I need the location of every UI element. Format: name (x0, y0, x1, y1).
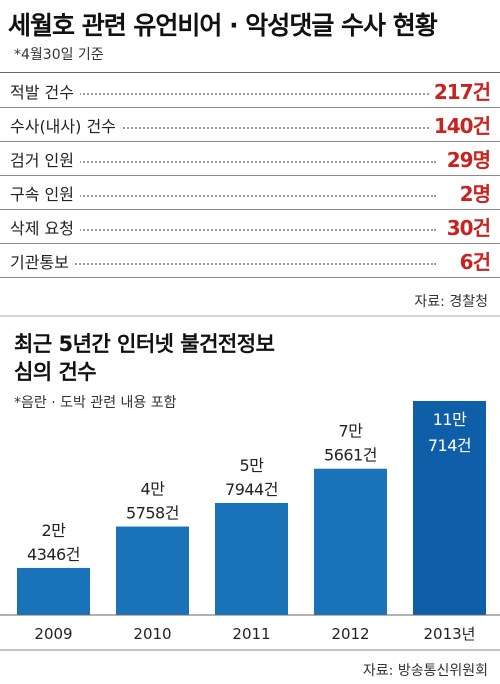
data-label: 7만 (339, 422, 364, 441)
stat-row: 기관통보 6건 (0, 243, 500, 278)
stat-value: 6건 (455, 246, 491, 275)
bar (116, 526, 189, 615)
data-label: 7944건 (225, 480, 278, 499)
chart-source: 자료: 방송통신위원회 (362, 663, 488, 679)
stats-note: *4월30일 기준 (14, 47, 104, 63)
stats-top-divider (0, 72, 500, 73)
stats-source: 자료: 경찰청 (414, 294, 488, 310)
stat-label: 수사(내사) 건수 (10, 113, 122, 137)
stat-value: 140건 (429, 110, 491, 139)
stat-label: 적발 건수 (10, 79, 80, 103)
stat-value: 29명 (442, 144, 491, 173)
stat-row: 적발 건수 217건 (0, 73, 500, 108)
bar (215, 502, 288, 615)
chart-title-line: 심의 건수 (14, 360, 97, 384)
stat-value: 30건 (442, 212, 491, 241)
stat-row: 검거 인원 29명 (0, 141, 500, 176)
bar (314, 468, 387, 615)
stat-label: 검거 인원 (10, 147, 80, 171)
x-tick-label: 2010 (133, 625, 171, 643)
data-label: 714건 (428, 436, 471, 455)
dotted-leader (12, 229, 436, 231)
stat-row: 삭제 요청 30건 (0, 209, 500, 244)
chart-title: 최근 5년간 인터넷 불건전정보 심의 건수 (14, 330, 275, 386)
chart-note: *음란 · 도박 관련 내용 포함 (14, 395, 177, 411)
bar (17, 567, 90, 615)
stat-value: 2명 (455, 178, 491, 207)
dotted-leader (12, 93, 436, 95)
dotted-leader (12, 263, 436, 265)
data-label: 11만 (433, 410, 467, 429)
dotted-leader (12, 161, 436, 163)
page-title: 세월호 관련 유언비어 · 악성댓글 수사 현황 (8, 11, 438, 40)
stat-label: 구속 인원 (10, 181, 80, 205)
data-label: 4346건 (27, 545, 80, 564)
chart-title-line: 최근 5년간 인터넷 불건전정보 (14, 332, 275, 356)
x-tick-label: 2013년 (424, 625, 476, 643)
stat-row: 수사(내사) 건수 140건 (0, 107, 500, 142)
stat-row: 구속 인원 2명 (0, 175, 500, 210)
x-tick-label: 2009 (34, 625, 72, 643)
data-label: 4만 (141, 480, 166, 499)
x-tick-label: 2011 (232, 625, 270, 643)
x-tick-label: 2012 (331, 625, 369, 643)
stat-value: 217건 (429, 76, 491, 105)
stat-label: 기관통보 (10, 249, 75, 273)
dotted-leader (12, 195, 436, 197)
stat-label: 삭제 요청 (10, 215, 80, 239)
dotted-leader (12, 127, 436, 129)
data-label: 5661건 (324, 446, 377, 465)
bar (413, 400, 486, 615)
data-label: 5758건 (126, 504, 179, 523)
data-label: 2만 (42, 521, 67, 540)
data-label: 5만 (240, 456, 265, 475)
